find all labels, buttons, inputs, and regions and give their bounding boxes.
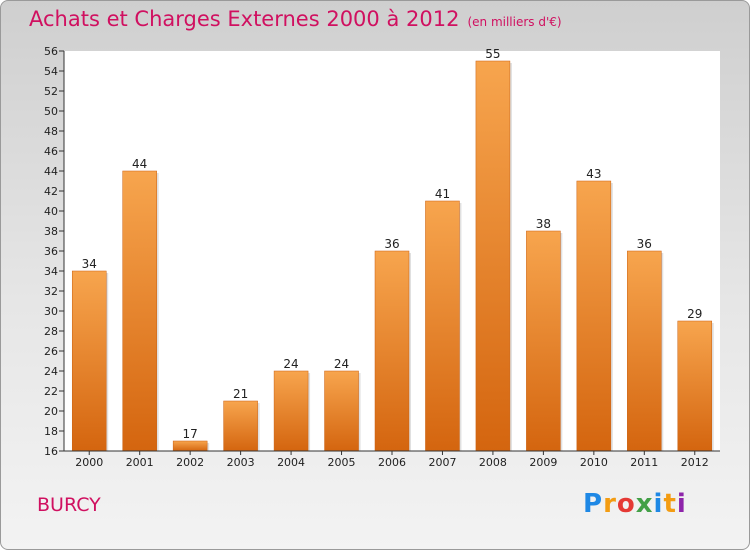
x-tick-label: 2010 [580,456,608,469]
bar-value-label: 36 [384,237,399,251]
y-tick-label: 22 [44,385,58,398]
x-axis: 2000 2001 2002 2003 2004 2005 2006 2007 2008 2009… [64,450,720,469]
y-tick-label: 54 [44,65,58,78]
bar [122,170,157,452]
bar-value-label: 36 [637,237,652,251]
x-tick-label: 2002 [176,456,204,469]
x-tick-label: 2011 [630,456,658,469]
bar-value-label: 34 [82,257,97,271]
logo-letter: i [653,489,664,519]
bar [223,400,258,452]
logo-letter: P [583,489,604,519]
bars: 34 44 17 21 24 24 36 41 55 38 43 36 29 [71,47,714,452]
bar [677,320,713,452]
bar [273,370,309,452]
bar-value-label: 41 [435,187,450,201]
bar-value-label: 21 [233,387,248,401]
x-tick-label: 2000 [75,456,103,469]
bar [627,250,662,452]
x-tick-label: 2001 [126,456,154,469]
bar-value-label: 17 [183,427,198,441]
bar [71,270,107,452]
bar [425,200,460,452]
x-tick-label: 2003 [227,456,255,469]
y-tick-label: 26 [44,345,58,358]
y-tick-label: 56 [44,45,58,58]
y-tick-label: 16 [44,445,58,458]
y-tick-label: 44 [44,165,58,178]
y-tick-label: 28 [44,325,58,338]
y-tick-label: 38 [44,225,58,238]
chart-unit: (en milliers d'€) [467,15,562,29]
x-tick-label: 2012 [681,456,709,469]
chart-title: Achats et Charges Externes 2000 à 2012 (e… [29,7,562,31]
y-tick-label: 46 [44,145,58,158]
bar-value-label: 55 [485,47,500,61]
bar [172,440,208,452]
bar-value-label: 38 [536,217,551,231]
y-tick-label: 32 [44,285,58,298]
bar-value-label: 43 [586,167,601,181]
y-tick-label: 30 [44,305,58,318]
x-tick-label: 2009 [529,456,557,469]
proxiti-logo[interactable]: Proxiti [583,489,687,519]
y-tick-label: 36 [44,245,58,258]
logo-letter: o [616,489,636,519]
bar-value-label: 24 [334,357,349,371]
x-tick-label: 2004 [277,456,305,469]
y-tick-label: 18 [44,425,58,438]
y-tick-label: 48 [44,125,58,138]
logo-letter: t [663,489,677,519]
logo-letter: r [603,489,617,519]
x-tick-label: 2006 [378,456,406,469]
bar [526,230,561,452]
logo-letter: i [676,489,687,519]
logo-letter: x [635,489,654,519]
y-axis: 16 18 20 22 24 26 28 30 32 34 36 38 40 42 44 46 48 50 52 54… [44,45,65,458]
bar [324,370,359,452]
bar [475,60,511,452]
bar-value-label: 29 [687,307,702,321]
bar-value-label: 44 [132,157,147,171]
bar-value-label: 24 [283,357,298,371]
y-tick-label: 20 [44,405,58,418]
y-tick-label: 52 [44,85,58,98]
bar [576,180,612,452]
x-tick-label: 2008 [479,456,507,469]
x-tick-label: 2005 [328,456,356,469]
commune-name: BURCY [37,494,101,516]
x-tick-label: 2007 [428,456,456,469]
y-tick-label: 42 [44,185,58,198]
chart-title-text: Achats et Charges Externes 2000 à 2012 [29,7,460,31]
y-tick-label: 50 [44,105,58,118]
y-tick-label: 24 [44,365,58,378]
y-tick-label: 34 [44,265,58,278]
bar [374,250,410,452]
y-tick-label: 40 [44,205,58,218]
